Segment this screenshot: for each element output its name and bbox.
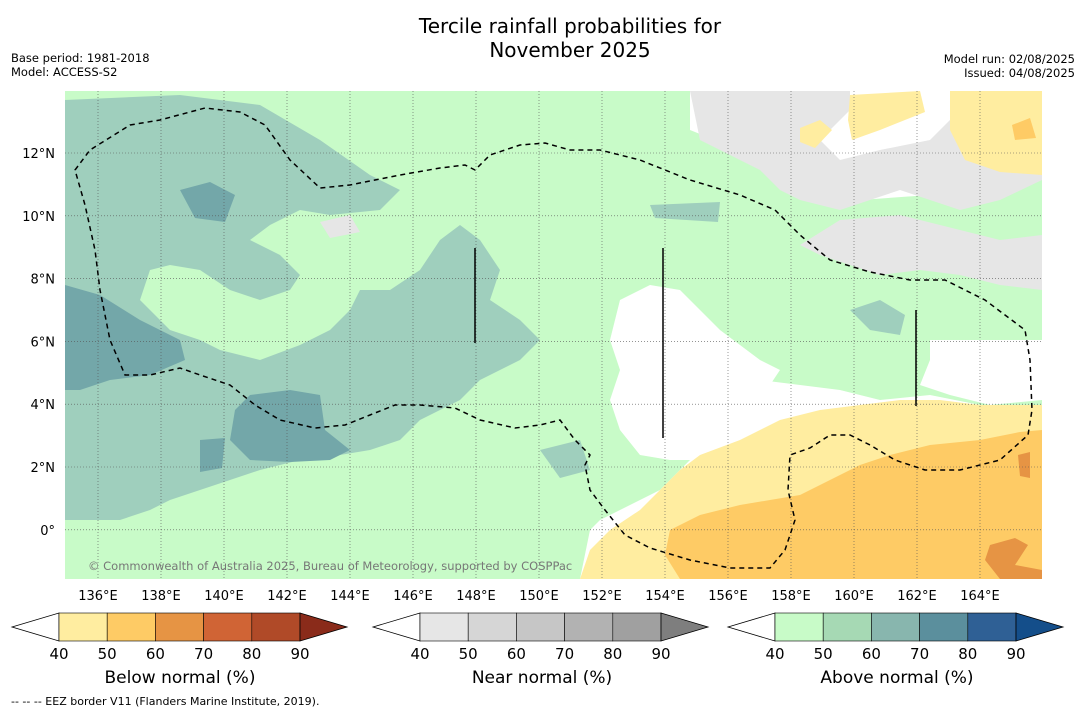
colorbar-tick: 80 xyxy=(958,645,977,663)
colorbar: 40 50 60 70 80 90 xyxy=(12,613,347,663)
colorbar-segment xyxy=(204,613,252,641)
colorbar-tick: 60 xyxy=(146,645,165,663)
colorbar-extend-low xyxy=(728,613,775,641)
lon-label: 160°E xyxy=(834,589,874,604)
colorbar-segment xyxy=(775,613,823,641)
map-fill-layer xyxy=(65,91,1042,579)
lon-label: 156°E xyxy=(708,589,748,604)
colorbar-tick: 90 xyxy=(1006,645,1025,663)
colorbar-label-above: Above normal (%) xyxy=(727,668,1067,688)
lat-label: 10°N xyxy=(22,210,55,225)
lon-label: 152°E xyxy=(582,589,622,604)
colorbar-tick: 40 xyxy=(49,645,68,663)
lat-label: 4°N xyxy=(31,398,56,413)
lon-label: 148°E xyxy=(456,589,496,604)
colorbar-segment xyxy=(420,613,468,641)
colorbar-label-near: Near normal (%) xyxy=(372,668,712,688)
eez-footnote: -- -- -- EEZ border V11 (Flanders Marine… xyxy=(11,695,319,708)
colorbar-extend-low xyxy=(12,613,59,641)
lon-label: 158°E xyxy=(771,589,811,604)
lat-label: 2°N xyxy=(31,461,56,476)
colorbar-segment xyxy=(516,613,564,641)
colorbar-segment xyxy=(871,613,919,641)
colorbar-tick: 60 xyxy=(507,645,526,663)
colorbar-extend-high xyxy=(661,613,708,641)
colorbar-tick: 90 xyxy=(651,645,670,663)
colorbar-tick: 50 xyxy=(814,645,833,663)
longitude-labels: 136°E 138°E 140°E 142°E 144°E 146°E 148°E 150°E… xyxy=(78,589,1000,604)
colorbar-tick: 60 xyxy=(862,645,881,663)
colorbar-extend-high xyxy=(300,613,347,641)
lon-label: 144°E xyxy=(330,589,370,604)
lon-label: 164°E xyxy=(960,589,1000,604)
colorbar-segment xyxy=(107,613,155,641)
colorbar-extend-low xyxy=(373,613,420,641)
forecast-map: © Commonwealth of Australia 2025, Bureau… xyxy=(0,0,1085,713)
colorbar-tick: 50 xyxy=(98,645,117,663)
colorbar-segment xyxy=(968,613,1016,641)
copyright-text: © Commonwealth of Australia 2025, Bureau… xyxy=(88,559,572,573)
colorbar-segment xyxy=(252,613,300,641)
lon-label: 138°E xyxy=(141,589,181,604)
colorbar-segment xyxy=(155,613,203,641)
lon-label: 142°E xyxy=(267,589,307,604)
colorbar: 40 50 60 70 80 90 xyxy=(373,613,708,663)
lon-label: 146°E xyxy=(393,589,433,604)
lon-label: 150°E xyxy=(519,589,559,604)
colorbar-label-below: Below normal (%) xyxy=(10,668,350,688)
colorbar-tick: 80 xyxy=(603,645,622,663)
lat-label: 0° xyxy=(40,524,55,539)
lon-label: 162°E xyxy=(897,589,937,604)
colorbar-tick: 80 xyxy=(242,645,261,663)
lat-label: 12°N xyxy=(22,147,55,162)
colorbar-tick: 70 xyxy=(910,645,929,663)
colorbar: 40 50 60 70 80 90 xyxy=(728,613,1063,663)
colorbars: 40 50 60 70 80 90 40 50 60 70 80 90 40 50 60 70 80 90 xyxy=(12,613,1063,663)
colorbar-segment xyxy=(565,613,613,641)
colorbar-segment xyxy=(613,613,661,641)
colorbar-tick: 50 xyxy=(459,645,478,663)
lon-label: 140°E xyxy=(204,589,244,604)
colorbar-segment xyxy=(920,613,968,641)
colorbar-tick: 90 xyxy=(290,645,309,663)
colorbar-segment xyxy=(823,613,871,641)
lon-label: 154°E xyxy=(645,589,685,604)
lat-label: 6°N xyxy=(31,335,56,350)
colorbar-tick: 40 xyxy=(410,645,429,663)
colorbar-segment xyxy=(468,613,516,641)
lon-label: 136°E xyxy=(78,589,118,604)
colorbar-tick: 70 xyxy=(194,645,213,663)
colorbar-tick: 40 xyxy=(765,645,784,663)
colorbar-tick: 70 xyxy=(555,645,574,663)
colorbar-extend-high xyxy=(1016,613,1063,641)
latitude-labels: 12°N 10°N 8°N 6°N 4°N 2°N 0° xyxy=(22,147,55,539)
lat-label: 8°N xyxy=(31,273,56,288)
colorbar-segment xyxy=(59,613,107,641)
